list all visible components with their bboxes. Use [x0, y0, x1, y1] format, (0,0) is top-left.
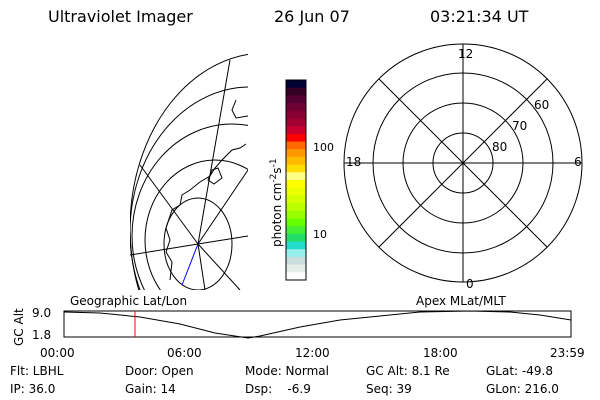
- lon-line: [139, 164, 199, 245]
- status-glon: GLon: 216.0: [486, 382, 559, 396]
- colorbar-band: [286, 95, 306, 104]
- colorbar-band: [286, 172, 306, 181]
- xtick: 18:00: [423, 346, 458, 360]
- xtick: 06:00: [167, 346, 202, 360]
- ytick: 9.0: [32, 306, 52, 320]
- colorbar-band: [286, 156, 306, 166]
- coastline: [231, 99, 248, 119]
- status-filter: Flt: LBHL: [10, 364, 64, 378]
- colorbar-band: [286, 141, 306, 150]
- colorbar-band: [286, 149, 306, 158]
- altitude-ylabel: GC Alt: [12, 308, 26, 346]
- track-line: [181, 243, 199, 286]
- colorbar-band: [286, 164, 306, 173]
- colorbar-band: [286, 87, 306, 96]
- mlt-label-0: 0: [466, 277, 474, 291]
- geographic-label: Geographic Lat/Lon: [70, 294, 188, 308]
- colorbar-band: [286, 218, 306, 227]
- lat-label-60: 60: [534, 98, 550, 112]
- colorbar-band: [286, 272, 306, 281]
- altitude-plot: [63, 310, 572, 339]
- colorbar-band: [286, 249, 306, 258]
- mlt-label-12: 12: [458, 47, 474, 61]
- colorbar-band: [286, 210, 306, 219]
- colorbar-band: [286, 80, 306, 89]
- colorbar-band: [286, 203, 306, 212]
- colorbar-tick: 10: [313, 228, 327, 241]
- mlt-label-18: 18: [346, 155, 362, 169]
- colorbar-band: [286, 226, 306, 235]
- colorbar-band: [286, 126, 306, 135]
- polar-plot: [343, 43, 583, 283]
- lon-line: [197, 169, 248, 245]
- colorbar-band: [286, 133, 306, 143]
- colorbar: [285, 79, 307, 281]
- xtick: 00:00: [40, 346, 75, 360]
- colorbar-tick: 100: [313, 141, 334, 154]
- status-glat: GLat: -49.8: [486, 364, 553, 378]
- colorbar-band: [286, 103, 306, 112]
- lon-line: [197, 243, 206, 290]
- colorbar-band: [286, 118, 306, 127]
- status-ip: IP: 36.0: [10, 382, 56, 396]
- geographic-map: [130, 53, 248, 290]
- colorbar-band: [286, 264, 306, 273]
- status-door: Door: Open: [125, 364, 194, 378]
- status-gc-alt: GC Alt: 8.1 Re: [366, 364, 450, 378]
- colorbar-label: photon cm-2s-1: [269, 158, 284, 247]
- colorbar-band: [286, 233, 306, 243]
- lat-label-80: 80: [492, 140, 508, 154]
- colorbar-band: [286, 180, 306, 189]
- status-mode: Mode: Normal: [245, 364, 329, 378]
- colorbar-band: [286, 187, 306, 196]
- colorbar-band: [286, 110, 306, 119]
- lon-line: [130, 243, 199, 256]
- time-label: 03:21:34 UT: [430, 7, 529, 26]
- lat-circle: [144, 159, 248, 290]
- lat-circle: [131, 123, 248, 290]
- colorbar-band: [286, 241, 306, 250]
- status-dsp: Dsp: -6.9: [245, 382, 311, 396]
- coastline: [165, 143, 247, 281]
- lat-circle: [130, 86, 248, 290]
- status-seq: Seq: 39: [366, 382, 412, 396]
- lat-circle: [163, 197, 233, 290]
- apex-label: Apex MLat/MLT: [416, 294, 506, 308]
- status-gain: Gain: 14: [125, 382, 176, 396]
- lon-line: [197, 243, 241, 290]
- colorbar-frame: [285, 79, 307, 281]
- coastline: [207, 167, 223, 185]
- xtick: 12:00: [295, 346, 330, 360]
- mlt-label-6: 6: [574, 155, 582, 169]
- ytick: 1.8: [32, 328, 52, 342]
- lon-line: [197, 235, 248, 245]
- lat-label-70: 70: [512, 119, 528, 133]
- colorbar-band: [286, 256, 306, 266]
- colorbar-band: [286, 195, 306, 204]
- app-title: Ultraviolet Imager: [48, 7, 193, 26]
- date-label: 26 Jun 07: [274, 7, 350, 26]
- lon-line: [197, 59, 231, 245]
- xtick: 23:59: [550, 346, 585, 360]
